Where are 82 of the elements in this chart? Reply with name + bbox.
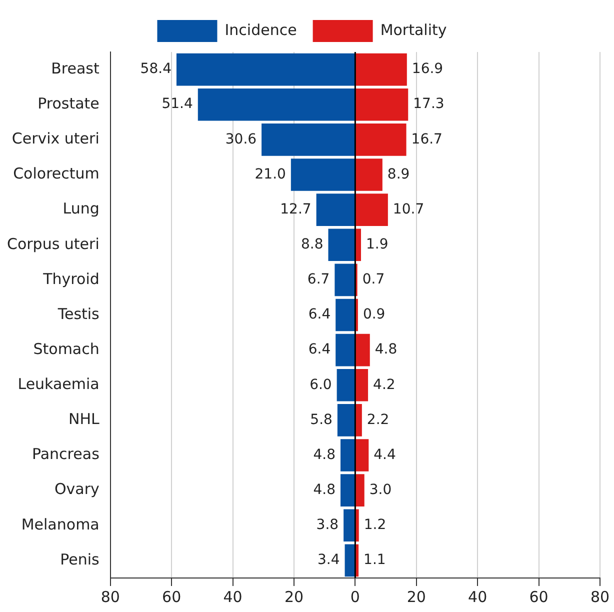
y-tick-label: Penis [60, 550, 100, 568]
data-label: 4.8 [313, 482, 336, 498]
y-tick-label: Stomach [33, 340, 100, 358]
bar [316, 194, 355, 226]
x-tick-label: 60 [162, 588, 182, 606]
y-tick-label: Corpus uteri [6, 234, 100, 253]
bar [356, 158, 382, 191]
x-tick-label: 80 [100, 588, 120, 606]
data-label: 16.9 [412, 61, 444, 78]
legend-label: Incidence [224, 20, 297, 39]
bar [340, 474, 355, 506]
data-label: 4.8 [313, 446, 336, 463]
data-label: 12.7 [280, 201, 312, 218]
x-tick-label: 40 [468, 588, 488, 606]
bar [334, 264, 355, 296]
bar [198, 88, 355, 121]
data-label: 16.7 [411, 131, 442, 148]
data-label: 6.7 [307, 272, 330, 288]
data-label: 30.6 [225, 131, 257, 148]
data-label: 1.9 [366, 236, 388, 253]
bar [336, 334, 355, 366]
bar [356, 88, 408, 121]
bar [356, 334, 370, 366]
bar [328, 228, 355, 262]
y-tick-label: Cervix uteri [12, 130, 100, 148]
y-tick-label: Leukaemia [18, 375, 100, 394]
data-label: 5.8 [310, 412, 332, 428]
data-label: 3.8 [316, 517, 339, 534]
data-label: 6.4 [308, 306, 331, 323]
y-tick-label: NHL [68, 410, 100, 428]
y-tick-label: Thyroid [42, 270, 100, 288]
y-tick-label: Prostate [38, 94, 100, 112]
data-label: 0.9 [362, 306, 386, 323]
y-tick-label: Colorectum [13, 164, 100, 183]
bar [356, 439, 369, 472]
data-label: 17.3 [413, 96, 444, 112]
bar [336, 368, 355, 402]
x-tick-label: 0 [350, 588, 360, 606]
bar [356, 404, 362, 436]
data-label: 3.0 [369, 482, 392, 498]
data-label: 3.4 [318, 552, 340, 568]
x-tick-label: 80 [590, 588, 610, 606]
bar [336, 298, 355, 332]
data-label: 1.1 [364, 552, 386, 568]
data-label: 6.4 [308, 342, 331, 358]
data-label: 21.0 [254, 166, 286, 182]
bar [356, 124, 406, 156]
y-tick-label: Melanoma [21, 515, 100, 534]
x-tick-label: 40 [223, 588, 242, 606]
bar [356, 474, 364, 506]
bar [337, 404, 355, 436]
bar [356, 194, 388, 226]
bar [356, 53, 407, 86]
y-tick-label: Breast [51, 59, 100, 78]
bar [262, 124, 355, 156]
data-label: 8.8 [300, 236, 324, 253]
y-tick-label: Pancreas [32, 445, 100, 464]
data-label: 0.7 [362, 272, 385, 288]
x-tick-label: 20 [406, 588, 426, 606]
data-label: 4.8 [374, 342, 398, 358]
data-label: 51.4 [162, 96, 193, 112]
data-label: 4.2 [373, 376, 396, 393]
data-label: 8.9 [387, 166, 410, 182]
bar [290, 158, 355, 191]
data-label: 2.2 [366, 412, 390, 428]
data-label: 58.4 [140, 61, 172, 78]
bar [344, 544, 355, 577]
y-tick-label: Testis [56, 304, 100, 323]
bar [356, 368, 368, 402]
y-tick-label: Lung [62, 200, 100, 218]
x-tick-label: 20 [284, 588, 304, 606]
data-label: 4.4 [374, 446, 396, 463]
data-label: 6.0 [310, 376, 332, 393]
bar [344, 509, 355, 542]
bar [356, 228, 362, 262]
y-tick-label: Ovary [54, 480, 100, 498]
legend-label: Mortality [380, 20, 447, 39]
x-tick-label: 60 [529, 588, 548, 606]
bar [176, 53, 355, 86]
data-label: 10.7 [392, 201, 424, 218]
data-label: 1.2 [364, 517, 386, 534]
bar [340, 439, 355, 472]
